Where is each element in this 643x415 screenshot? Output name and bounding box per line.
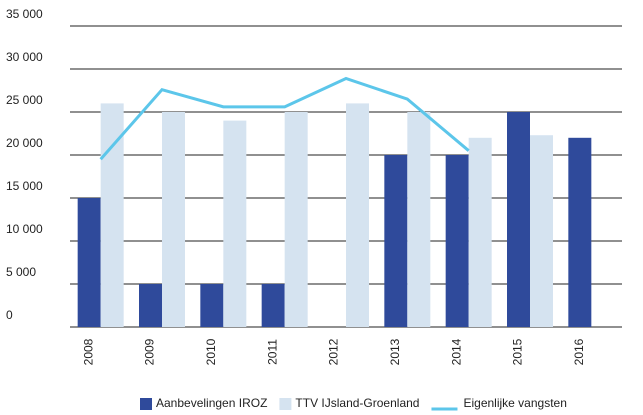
- bar: [139, 284, 162, 327]
- x-tick-label: 2015: [511, 338, 525, 365]
- legend-label: Aanbevelingen IROZ: [156, 396, 267, 410]
- legend-swatch: [279, 398, 292, 410]
- y-tick-label: 25 000: [6, 93, 43, 107]
- y-tick-label: 0: [6, 308, 13, 322]
- x-tick-label: 2011: [265, 339, 279, 365]
- x-tick-label: 2009: [143, 338, 157, 365]
- x-tick-label: 2013: [388, 338, 402, 365]
- x-tick-label: 2016: [572, 338, 586, 365]
- x-tick-label: 2008: [81, 338, 95, 365]
- bar: [384, 155, 408, 327]
- bar: [77, 198, 101, 327]
- x-tick-label: 2014: [449, 338, 463, 365]
- y-tick-label: 10 000: [6, 222, 43, 236]
- bar: [445, 155, 469, 327]
- bar: [468, 137, 492, 327]
- bar: [507, 112, 530, 327]
- bar: [284, 112, 308, 327]
- bar: [100, 103, 124, 328]
- legend-swatch: [140, 398, 152, 410]
- y-tick-label: 20 000: [6, 136, 43, 150]
- bar: [407, 112, 431, 327]
- y-tick-label: 15 000: [6, 179, 43, 193]
- x-tick-label: 2012: [327, 338, 341, 365]
- bar: [568, 137, 592, 327]
- line: [99, 76, 470, 161]
- bar: [223, 120, 247, 327]
- bar: [200, 284, 224, 327]
- legend-label: TTV IJsland-Groenland: [295, 396, 419, 410]
- y-tick-label: 35 000: [6, 7, 43, 21]
- legend-label: Eigenlijke vangsten: [463, 396, 566, 410]
- y-tick-label: 30 000: [6, 50, 43, 64]
- bar: [261, 284, 285, 327]
- bar: [162, 112, 185, 327]
- x-tick-label: 2010: [204, 338, 218, 365]
- y-tick-label: 5 000: [6, 265, 36, 279]
- bar: [346, 103, 369, 328]
- bar: [530, 135, 553, 327]
